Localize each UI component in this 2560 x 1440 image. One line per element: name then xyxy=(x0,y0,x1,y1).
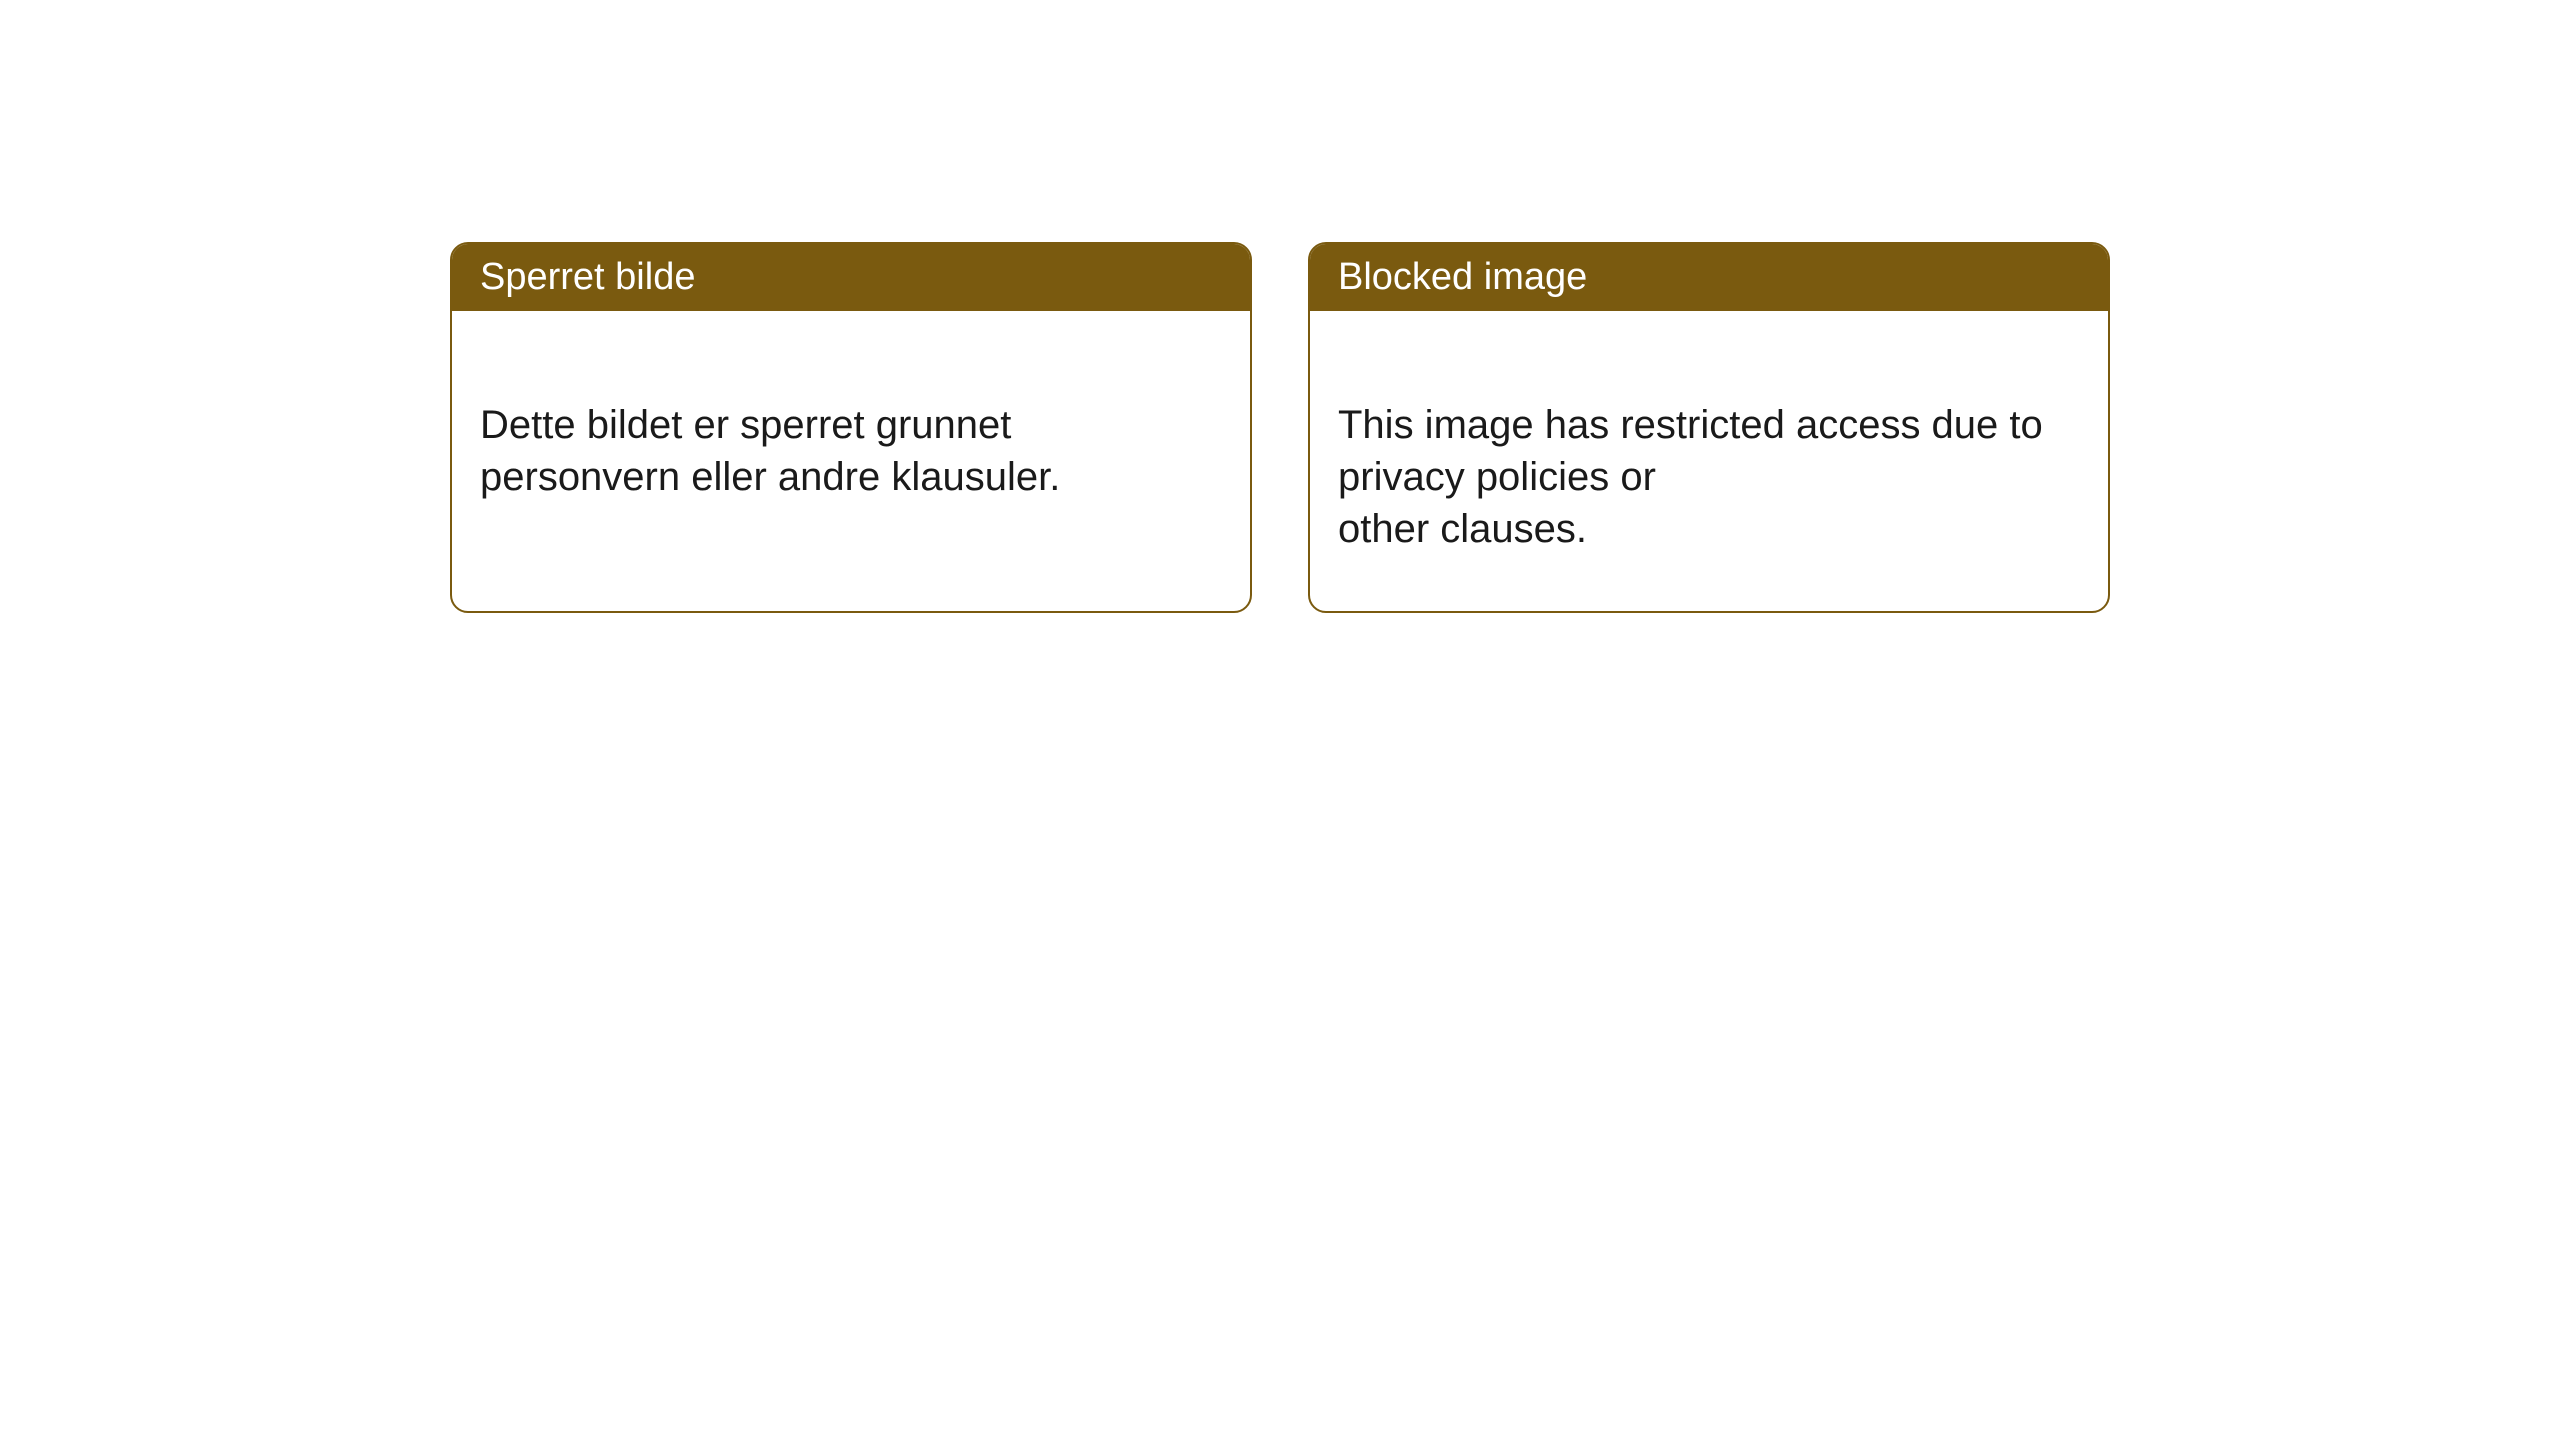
notice-title: Sperret bilde xyxy=(480,256,695,298)
notices-container: Sperret bilde Dette bildet er sperret gr… xyxy=(0,0,2560,613)
notice-header: Blocked image xyxy=(1310,244,2108,311)
notice-body-text: Dette bildet er sperret grunnet personve… xyxy=(480,403,1060,499)
notice-title: Blocked image xyxy=(1338,256,1587,298)
notice-body-text: This image has restricted access due to … xyxy=(1338,403,2043,551)
notice-card-english: Blocked image This image has restricted … xyxy=(1308,242,2110,613)
notice-body: Dette bildet er sperret grunnet personve… xyxy=(452,311,1250,559)
notice-header: Sperret bilde xyxy=(452,244,1250,311)
notice-body: This image has restricted access due to … xyxy=(1310,311,2108,611)
notice-card-norwegian: Sperret bilde Dette bildet er sperret gr… xyxy=(450,242,1252,613)
